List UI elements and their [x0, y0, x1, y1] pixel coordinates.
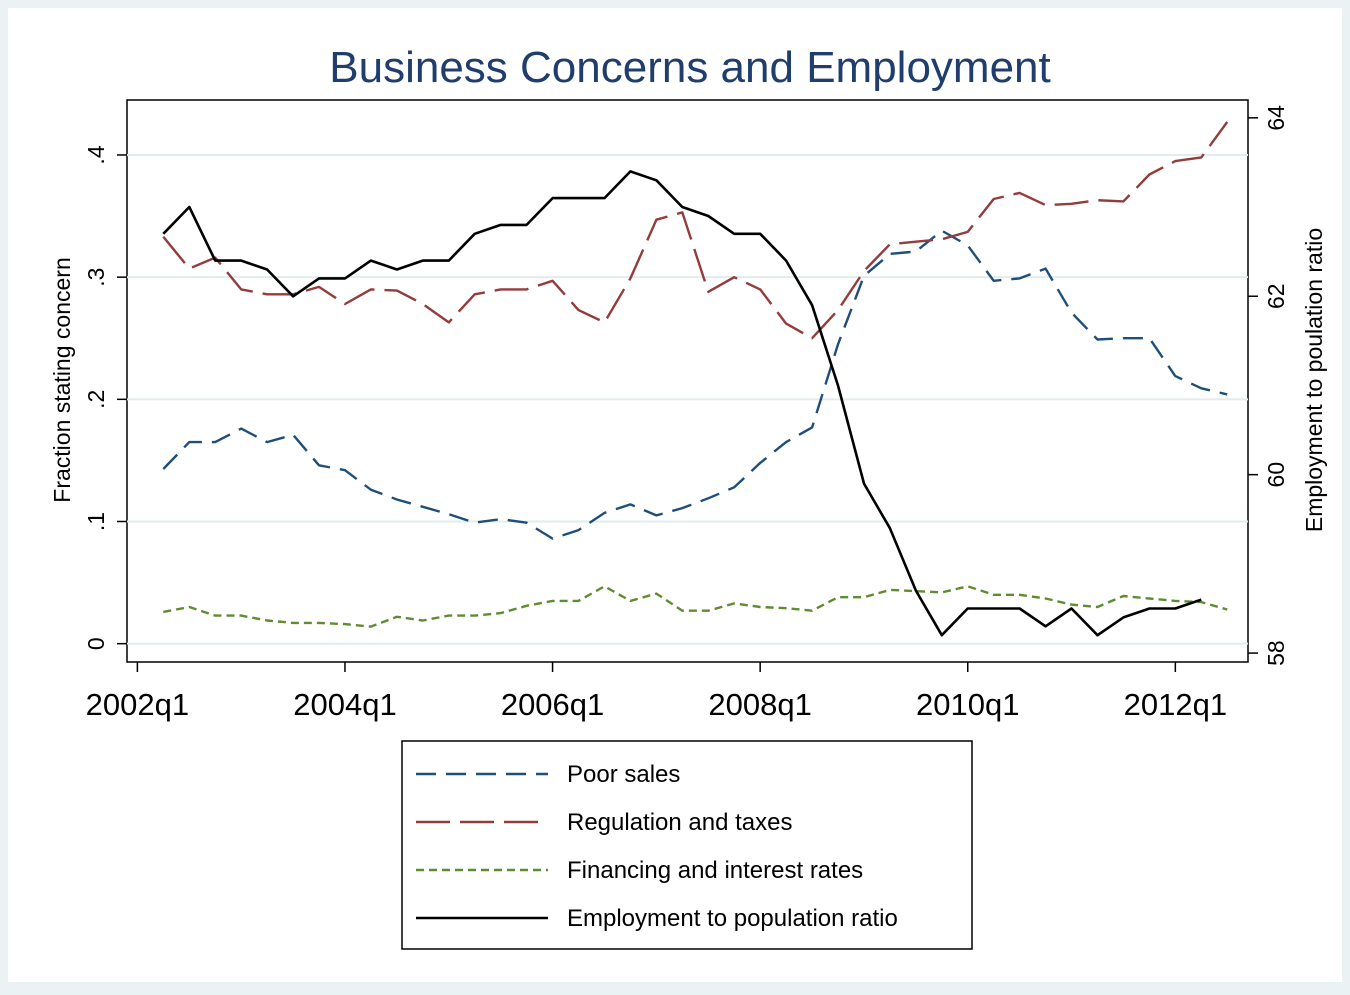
y-tick-label-right: 60 [1263, 462, 1289, 488]
plot-area [126, 99, 1249, 663]
series-line-1 [162, 229, 1228, 540]
y-tick-label-left: .3 [83, 268, 109, 287]
y-tick-label-right: 58 [1263, 640, 1289, 666]
x-tick-label: 2002q1 [86, 687, 189, 722]
legend-label: Financing and interest rates [567, 857, 863, 884]
legend-label: Poor sales [567, 761, 680, 788]
y-tick-label-left: .1 [83, 512, 109, 531]
legend-items: Poor sales Regulation and taxes Financing … [416, 761, 898, 932]
gridlines [127, 153, 1248, 645]
y-tick-label-left: 0 [83, 637, 109, 650]
legend: Poor sales Regulation and taxes Financing … [401, 740, 973, 950]
legend-box [401, 740, 973, 950]
y-tick-label-right: 62 [1263, 283, 1289, 309]
x-tick-label: 2004q1 [293, 687, 396, 722]
x-tick-label: 2012q1 [1124, 687, 1227, 722]
y-axis-title-left: Fraction stating concern [49, 257, 75, 502]
x-tick-label: 2008q1 [708, 687, 811, 722]
series-line-3 [163, 585, 1228, 628]
axes: 0 .1 .2 .3 .4 58 60 62 64 2002q1 2004q1 2006q1 2008q… [83, 105, 1289, 722]
x-tick-label: 2010q1 [916, 687, 1019, 722]
chart-title: Business Concerns and Employment [329, 43, 1050, 92]
series-line-2 [162, 121, 1229, 340]
y-tick-label-left: .2 [83, 390, 109, 409]
y-tick-label-left: .4 [83, 145, 109, 164]
y-axis-title-right: Employment to poulation ratio [1301, 228, 1327, 532]
legend-label: Employment to population ratio [567, 905, 898, 932]
series-lines [162, 121, 1229, 637]
x-tick-label: 2006q1 [501, 687, 604, 722]
series-line-4 [162, 170, 1202, 637]
y-tick-label-right: 64 [1263, 105, 1289, 131]
legend-label: Regulation and taxes [567, 809, 793, 836]
